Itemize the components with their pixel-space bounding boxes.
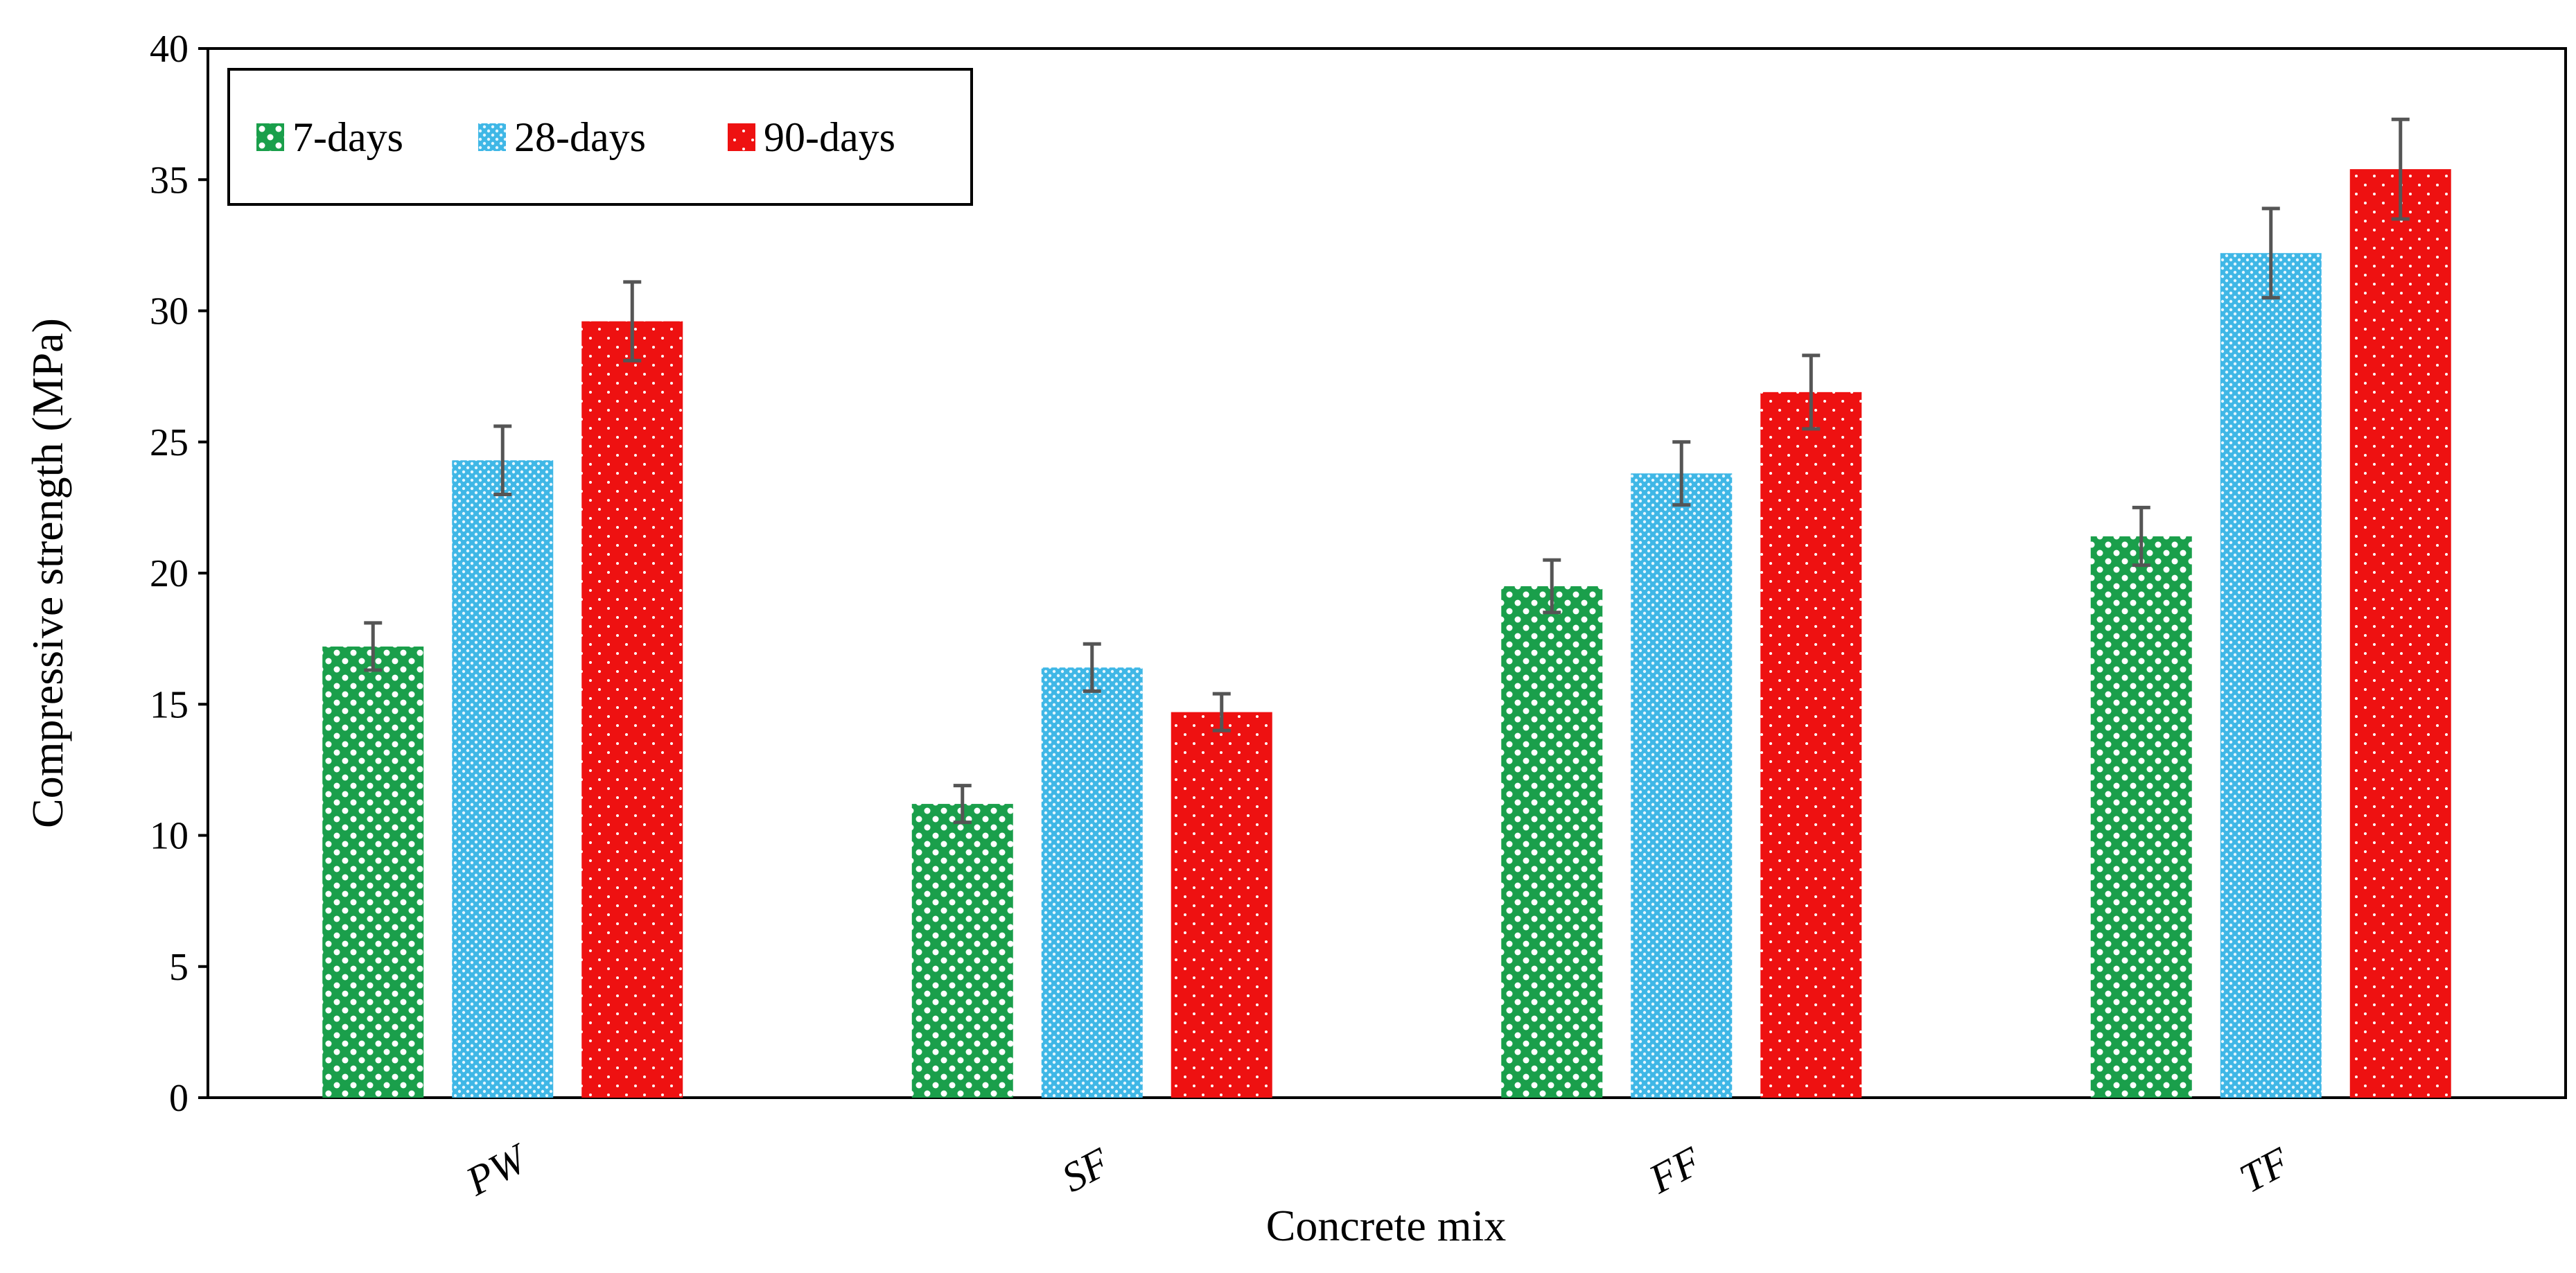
bar-28-days-PW (452, 460, 554, 1098)
error-bar-group (364, 117, 2410, 825)
y-tick-label: 30 (150, 290, 189, 333)
y-axis-ticks: 0 5 10 15 20 25 30 35 40 (150, 28, 208, 1120)
legend-box (227, 68, 973, 206)
x-tick-label-TF: TF (2232, 1138, 2297, 1202)
bar-7-days-SF (911, 804, 1013, 1098)
bar-90-days-PW (581, 321, 683, 1098)
bar-series-group (322, 169, 2451, 1098)
plot-frame (207, 47, 2567, 1099)
legend-label-28-days: 28-days (514, 114, 646, 160)
bar-90-days-SF (1171, 712, 1272, 1098)
legend-label-90-days: 90-days (764, 114, 895, 160)
y-tick-label: 5 (169, 946, 189, 989)
bar-7-days-TF (2090, 536, 2192, 1098)
legend-swatch-28-days (478, 123, 506, 151)
legend: 7-days 28-days 90-days (227, 68, 973, 206)
x-tick-label-SF: SF (1054, 1139, 1117, 1201)
y-tick-label: 40 (150, 28, 189, 71)
x-tick-label-PW: PW (458, 1134, 536, 1205)
y-axis-title: Compressive strength (MPa) (23, 318, 72, 828)
y-tick-label: 0 (169, 1077, 189, 1120)
x-axis-title: Concrete mix (1266, 1201, 1507, 1250)
bar-28-days-FF (1631, 473, 1733, 1098)
y-tick-label: 20 (150, 552, 189, 595)
bar-7-days-PW (322, 646, 424, 1098)
legend-swatch-90-days (728, 123, 755, 151)
x-axis-category-labels: PW SF FF TF (458, 1134, 2297, 1205)
bar-28-days-TF (2220, 253, 2322, 1098)
bar-7-days-FF (1501, 586, 1603, 1098)
legend-swatch-7-days (256, 123, 284, 151)
x-tick-label-FF: FF (1641, 1137, 1709, 1202)
y-tick-label: 35 (150, 159, 189, 202)
bar-28-days-SF (1041, 667, 1143, 1098)
y-tick-label: 25 (150, 421, 189, 464)
legend-label-7-days: 7-days (292, 114, 403, 160)
y-tick-label: 15 (150, 683, 189, 726)
bar-90-days-TF (2349, 169, 2451, 1098)
y-tick-label: 10 (150, 815, 189, 858)
bar-90-days-FF (1760, 392, 1862, 1098)
